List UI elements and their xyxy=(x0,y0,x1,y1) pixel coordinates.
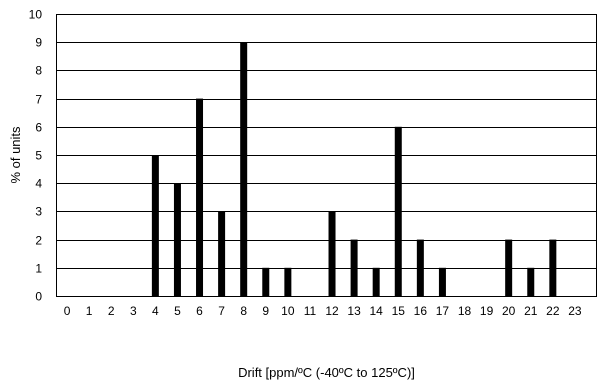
x-tick-labels: 0 1 2 3 4 5 6 7 8 9 10 11 12 13 14 15 16 17 18 19 20 21 22 23 xyxy=(64,304,582,318)
bar xyxy=(527,267,535,296)
y-axis-label: % of units xyxy=(8,126,23,184)
x-tick-label: 20 xyxy=(502,304,516,318)
x-tick-label: 10 xyxy=(281,304,295,318)
bar xyxy=(350,239,358,296)
bar xyxy=(151,155,159,296)
x-tick-label: 11 xyxy=(304,304,317,318)
x-tick-label: 13 xyxy=(347,304,361,318)
x-tick-label: 7 xyxy=(218,304,225,318)
bar xyxy=(328,211,336,296)
bar xyxy=(505,239,513,296)
y-tick-label: 4 xyxy=(35,177,42,191)
x-tick-label: 21 xyxy=(524,304,538,318)
x-tick-label: 6 xyxy=(196,304,203,318)
x-tick-label: 0 xyxy=(64,304,71,318)
x-tick-label: 9 xyxy=(262,304,269,318)
y-tick-label: 1 xyxy=(35,262,42,276)
x-tick-label: 17 xyxy=(436,304,450,318)
x-tick-label: 4 xyxy=(152,304,159,318)
y-tick-label: 0 xyxy=(35,290,42,304)
bar xyxy=(196,98,204,296)
bar xyxy=(262,267,270,296)
x-tick-label: 3 xyxy=(130,304,137,318)
bar xyxy=(173,183,181,296)
x-tick-label: 15 xyxy=(392,304,406,318)
bar xyxy=(372,267,380,296)
bars xyxy=(151,42,557,297)
y-tick-label: 7 xyxy=(35,93,42,107)
x-tick-label: 12 xyxy=(325,304,339,318)
y-tick-labels: 0 1 2 3 4 5 6 7 8 9 10 xyxy=(29,8,43,304)
y-tick-label: 3 xyxy=(35,205,42,219)
x-tick-label: 2 xyxy=(108,304,115,318)
x-tick-label: 23 xyxy=(568,304,582,318)
x-tick-label: 1 xyxy=(86,304,93,318)
bar xyxy=(218,211,226,296)
x-tick-label: 19 xyxy=(480,304,494,318)
bar xyxy=(416,239,424,296)
x-tick-label: 18 xyxy=(458,304,472,318)
y-tick-label: 9 xyxy=(35,36,42,50)
bar xyxy=(438,267,446,296)
y-tick-label: 10 xyxy=(29,8,43,22)
bar xyxy=(549,239,557,296)
gridlines xyxy=(56,14,597,297)
y-tick-label: 2 xyxy=(35,234,42,248)
bar xyxy=(240,42,248,297)
y-tick-label: 8 xyxy=(35,64,42,78)
y-tick-label: 5 xyxy=(35,149,42,163)
x-tick-label: 16 xyxy=(414,304,428,318)
x-tick-label: 14 xyxy=(370,304,384,318)
x-tick-label: 8 xyxy=(240,304,247,318)
y-tick-label: 6 xyxy=(35,121,42,135)
bar xyxy=(284,267,292,296)
x-tick-label: 22 xyxy=(546,304,560,318)
bar xyxy=(394,126,402,296)
x-axis-label: Drift [ppm/ºC (-40ºC to 125ºC)] xyxy=(238,365,415,380)
x-tick-label: 5 xyxy=(174,304,181,318)
